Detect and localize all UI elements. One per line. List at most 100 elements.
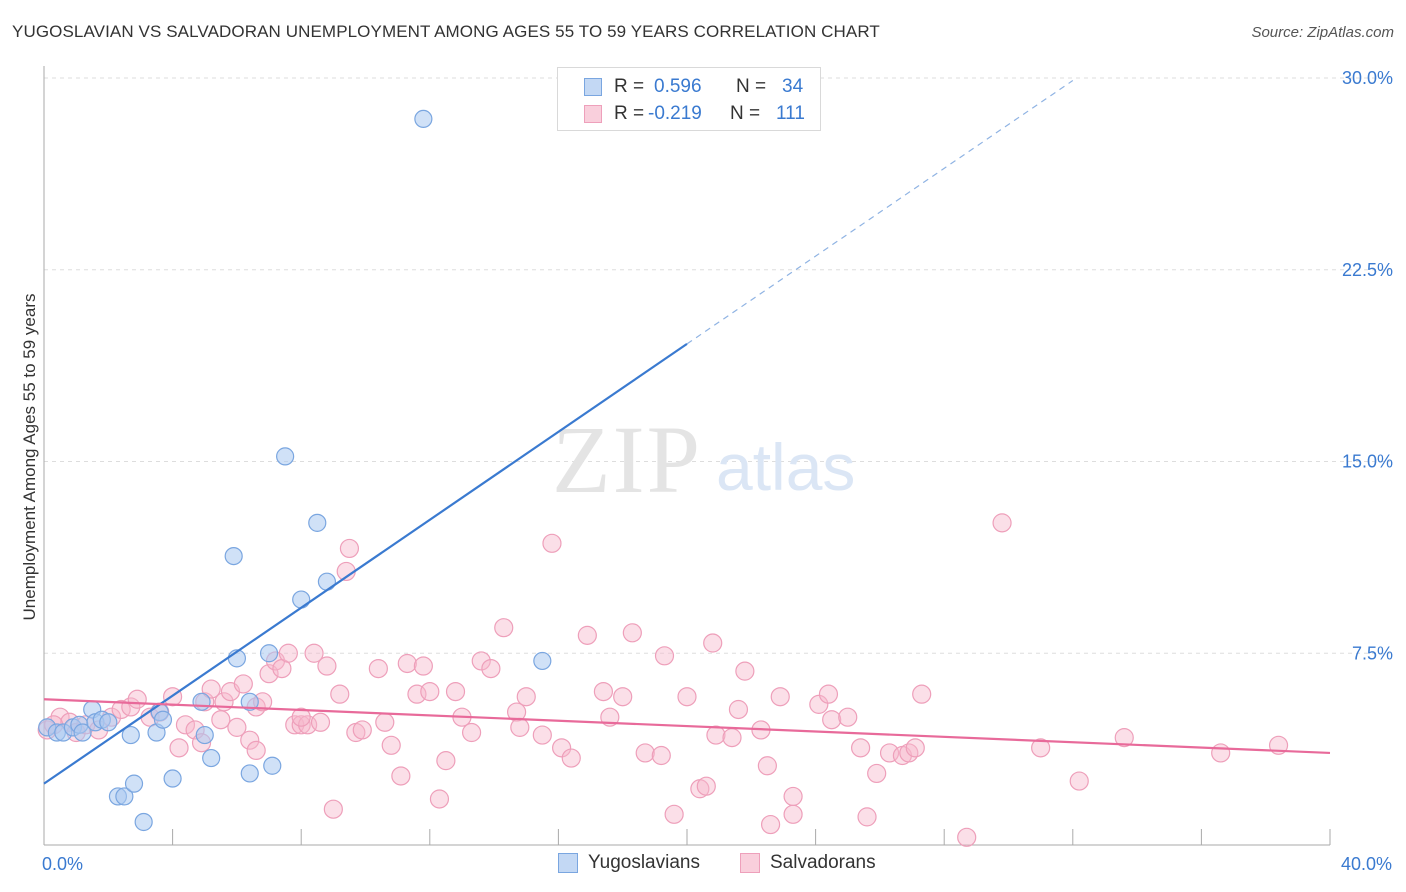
yugoslavian-point <box>202 748 221 768</box>
salvadoran-point <box>905 738 925 758</box>
legend-r-label: R = <box>614 76 645 97</box>
salvadoran-point <box>622 623 642 643</box>
salvadoran-point <box>577 625 597 645</box>
salvadoran-point <box>211 710 231 730</box>
bottom-legend-salvadorans: Salvadorans <box>740 852 876 874</box>
salvadoran-point <box>420 681 440 702</box>
legend-swatch-blue <box>584 78 602 96</box>
tick-labels: 7.5% 15.0% 22.5% 30.0% 0.0% 40.0% <box>42 68 1393 874</box>
legend-swatch-pink <box>584 105 602 123</box>
salvadoran-point <box>445 681 466 702</box>
legend-n-value: 34 <box>782 76 804 97</box>
salvadoran-point <box>760 814 781 835</box>
bottom-legend-yugoslavians: Yugoslavians <box>558 852 700 874</box>
salvadoran-point <box>278 643 298 663</box>
salvadoran-point <box>770 687 790 707</box>
salvadoran-point <box>127 689 147 709</box>
y-axis-label: Unemployment Among Ages 55 to 59 years <box>20 293 39 621</box>
salvadoran-point <box>532 725 552 745</box>
salvadoran-point <box>593 681 614 702</box>
salvadoran-point <box>368 658 388 679</box>
salvadoran-point <box>471 651 491 671</box>
salvadoran-point <box>481 658 501 679</box>
legend-n-label: N = <box>736 76 767 97</box>
salvadoran-point <box>757 756 777 776</box>
yugoslavian-point <box>276 447 295 466</box>
salvadoran-point <box>201 679 221 699</box>
salvadoran-point <box>696 776 716 796</box>
salvadoran-point <box>728 699 749 720</box>
salvadoran-point <box>809 694 829 714</box>
salvadoran-point <box>352 720 372 740</box>
y-tick-label: 15.0% <box>1342 452 1393 472</box>
y-tick-label: 22.5% <box>1342 260 1393 280</box>
salvadoran-point <box>246 740 266 761</box>
y-tick-label: 7.5% <box>1352 643 1393 663</box>
salvadoran-point <box>169 738 189 758</box>
chart-title: YUGOSLAVIAN VS SALVADORAN UNEMPLOYMENT A… <box>12 22 880 41</box>
salvadoran-point <box>838 707 858 727</box>
trend-lines <box>43 80 1331 785</box>
bottom-legend-swatch-pink <box>740 853 760 873</box>
salvadoran-point <box>899 743 919 763</box>
legend-r-value: -0.219 <box>648 103 702 124</box>
yugoslavian-point <box>317 572 337 591</box>
salvadoran-point <box>494 618 514 638</box>
salvadoran-point <box>1031 738 1051 758</box>
salvadoran-point <box>552 738 572 758</box>
salvadoran-point <box>291 707 311 727</box>
yugoslavians-trend-extension <box>686 80 1074 345</box>
source-credit: Source: ZipAtlas.com <box>1251 24 1394 41</box>
bottom-legend-label: Salvadorans <box>770 852 876 873</box>
watermark: ZIP atlas <box>552 406 855 513</box>
yugoslavian-point <box>73 723 92 742</box>
salvadoran-point <box>516 687 536 707</box>
yugoslavian-point <box>192 692 211 711</box>
watermark-atlas: atlas <box>716 430 855 504</box>
yugoslavian-point <box>259 644 279 663</box>
axes <box>43 66 1331 846</box>
yugoslavian-point <box>99 713 118 732</box>
legend-n-value: 111 <box>776 103 805 124</box>
salvadoran-point <box>227 717 247 737</box>
salvadoran-point <box>677 687 697 707</box>
yugoslavian-point <box>163 769 182 788</box>
yugoslavian-point <box>115 787 134 806</box>
salvadoran-point <box>339 538 360 559</box>
salvadoran-point <box>722 728 742 748</box>
yugoslavian-point <box>124 774 144 793</box>
salvadoran-point <box>1114 728 1134 748</box>
correlation-legend: R = 0.596 N = 34 R = -0.219 N = 111 <box>557 67 821 131</box>
x-tick-label: 40.0% <box>1341 854 1392 874</box>
salvadoran-point <box>304 643 324 663</box>
yugoslavian-point <box>240 764 259 783</box>
salvadoran-point <box>461 722 482 743</box>
salvadoran-point <box>654 646 675 666</box>
x-tick-label: 0.0% <box>42 854 83 874</box>
salvadoran-point <box>992 513 1012 533</box>
salvadoran-point <box>317 656 337 676</box>
salvadoran-point <box>783 804 803 824</box>
salvadoran-point <box>381 735 401 755</box>
legend-n-label: N = <box>730 103 761 124</box>
gridlines <box>44 77 1390 654</box>
salvadoran-point <box>542 533 562 553</box>
salvadoran-point <box>867 763 887 784</box>
salvadoran-point <box>703 633 723 653</box>
salvadoran-point <box>651 745 671 766</box>
salvadoran-point <box>957 827 977 847</box>
salvadoran-point <box>397 653 417 674</box>
salvadorans-points <box>37 513 1289 847</box>
yugoslavian-point <box>224 546 243 566</box>
salvadoran-point <box>1211 743 1231 763</box>
y-tick-label: 30.0% <box>1342 68 1393 88</box>
yugoslavian-point <box>240 692 259 711</box>
yugoslavian-point <box>414 109 433 129</box>
salvadoran-point <box>706 725 726 745</box>
salvadoran-point <box>330 684 350 704</box>
salvadoran-point <box>375 712 395 732</box>
salvadoran-point <box>818 684 839 704</box>
salvadoran-point <box>857 807 877 827</box>
bottom-legend-swatch-blue <box>558 853 578 873</box>
